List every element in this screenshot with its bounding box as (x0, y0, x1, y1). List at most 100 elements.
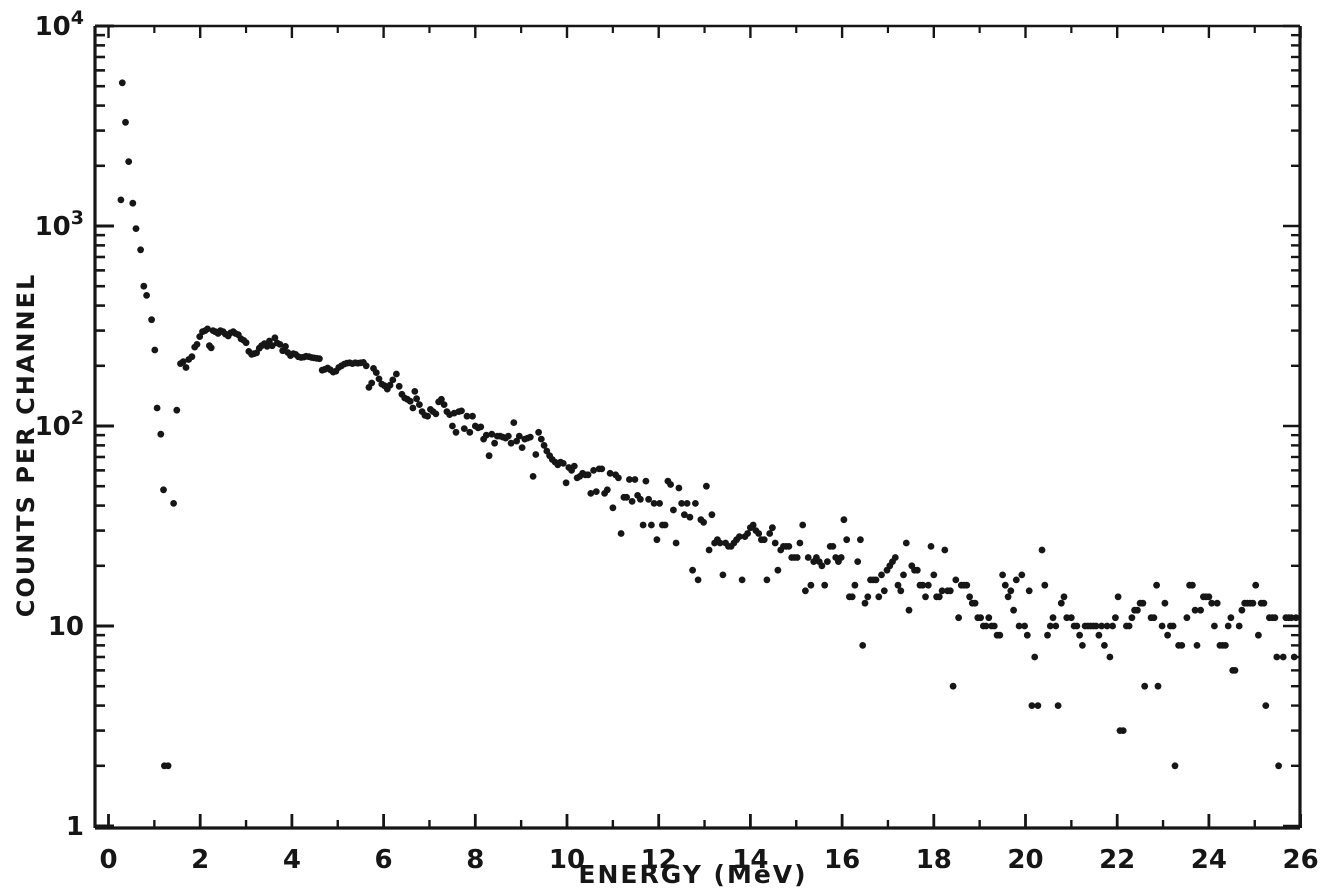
data-point (268, 342, 276, 350)
data-point (700, 518, 707, 526)
data-point (949, 682, 957, 690)
data-point (1169, 622, 1177, 630)
data-point (681, 511, 688, 519)
data-point (1114, 593, 1122, 601)
data-point (151, 346, 159, 354)
data-point (1060, 593, 1068, 601)
data-point (1119, 727, 1127, 734)
data-point (626, 476, 633, 483)
data-point (675, 484, 683, 492)
data-point (672, 539, 680, 547)
data-point (891, 554, 899, 561)
data-point (999, 571, 1006, 579)
data-point (282, 343, 289, 350)
data-point (1004, 593, 1012, 601)
data-point (744, 530, 751, 537)
data-point (540, 442, 548, 449)
data-point (802, 587, 809, 595)
data-point (452, 428, 460, 436)
data-point (946, 587, 954, 595)
data-point (864, 593, 872, 601)
x-tick-label: 24 (1191, 845, 1227, 875)
data-point (590, 467, 597, 474)
data-point (469, 412, 476, 420)
data-point (148, 316, 156, 324)
data-point (532, 451, 540, 458)
data-point (686, 513, 694, 521)
data-point (872, 576, 880, 584)
data-point (653, 536, 661, 544)
x-tick-label: 16 (824, 845, 860, 875)
data-point (362, 362, 370, 370)
data-point (606, 469, 614, 477)
data-point (526, 433, 534, 441)
data-point (1106, 653, 1114, 661)
data-point (1134, 606, 1141, 614)
data-point (952, 576, 960, 584)
data-point (799, 521, 807, 529)
data-point (656, 500, 663, 507)
data-point (188, 353, 196, 361)
data-point (1271, 614, 1279, 622)
data-point (592, 488, 600, 495)
data-point (535, 428, 542, 436)
data-point (510, 419, 518, 426)
data-point (584, 471, 592, 479)
data-point (1112, 614, 1119, 622)
data-point (513, 437, 520, 445)
data-point (645, 495, 652, 503)
data-point (1034, 702, 1042, 709)
data-point (1049, 614, 1057, 622)
data-point (1038, 546, 1046, 554)
data-point (1125, 622, 1133, 630)
data-point (1292, 614, 1300, 622)
data-point (118, 79, 126, 87)
data-point (804, 554, 812, 561)
data-point (395, 382, 403, 390)
data-point (316, 355, 323, 363)
data-point (271, 334, 279, 342)
data-point (703, 482, 710, 490)
data-point (1041, 581, 1049, 589)
y-tick-label: 10 (48, 612, 84, 642)
data-point (143, 292, 151, 299)
data-point (1238, 606, 1246, 614)
data-point (857, 536, 864, 544)
data-point (824, 558, 831, 565)
data-point (900, 571, 907, 579)
data-point (670, 506, 677, 514)
data-point (153, 404, 161, 412)
data-point (1158, 622, 1166, 630)
data-point (1273, 653, 1281, 661)
data-point (796, 539, 804, 547)
data-point (1161, 599, 1169, 607)
x-tick-label: 8 (466, 845, 484, 875)
data-point (1191, 606, 1199, 614)
data-point (1128, 614, 1136, 622)
data-point (1025, 587, 1033, 595)
data-point (821, 581, 829, 589)
data-point (694, 576, 702, 584)
data-point (840, 516, 848, 524)
data-point (1255, 631, 1262, 639)
data-point (1249, 599, 1257, 607)
data-point (137, 246, 145, 254)
data-point (242, 339, 250, 347)
data-point (375, 375, 383, 383)
data-point (930, 571, 938, 579)
y-tick-label: 104 (35, 7, 84, 42)
data-point (458, 407, 465, 415)
data-point (736, 533, 743, 540)
data-point (683, 500, 691, 507)
data-point (708, 511, 716, 519)
data-point (193, 341, 201, 348)
data-point (140, 282, 148, 290)
data-point (1057, 599, 1065, 607)
data-point (719, 571, 727, 579)
data-point (1018, 571, 1026, 579)
data-point (173, 406, 181, 414)
data-point (766, 530, 774, 537)
data-point (1178, 642, 1186, 649)
data-point (368, 379, 376, 387)
